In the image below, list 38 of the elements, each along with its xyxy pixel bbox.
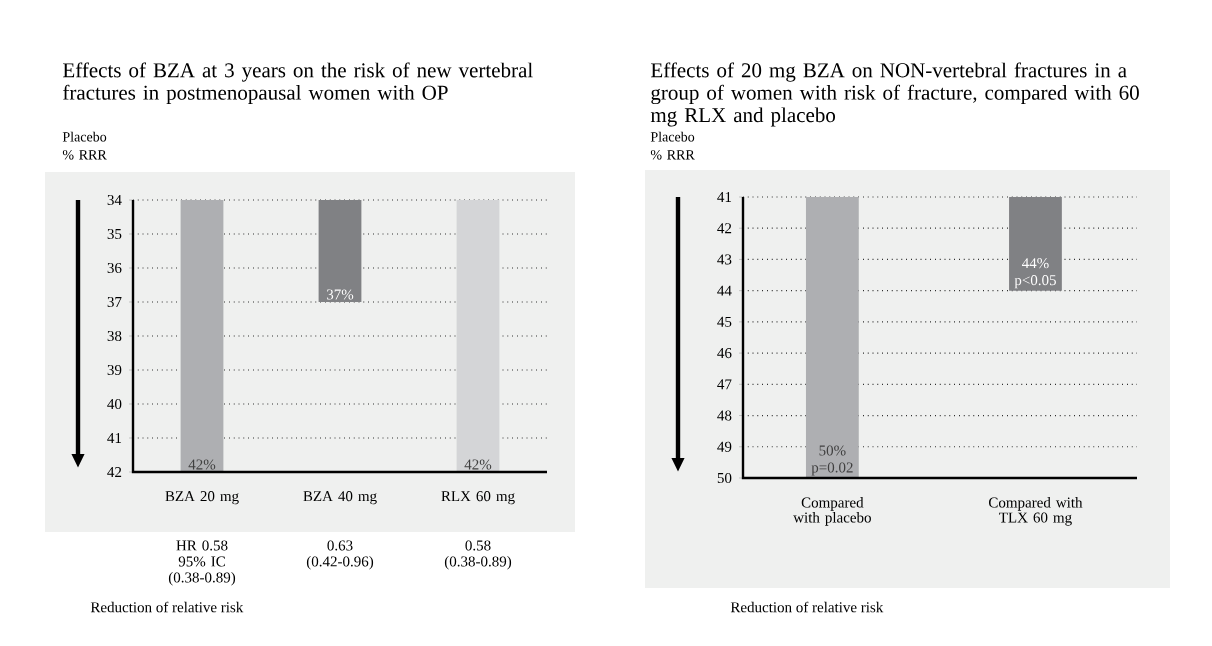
y-tick-label: 44 [717, 285, 732, 296]
text: HR 0.58 95% IC (0.38-0.89) [168, 540, 236, 586]
y-tick-label: 43 [717, 254, 732, 265]
y-tick-label: 49 [717, 441, 732, 452]
y-tick-label: 46 [717, 348, 732, 359]
y-tick-label: 34 [107, 194, 122, 206]
text: Reduction of relative risk [90, 601, 244, 613]
y-tick-label: 45 [717, 316, 732, 327]
x-tick-label: BZA 20 mg [165, 491, 239, 505]
y-tick-label: 40 [107, 398, 122, 410]
text: 0.63 (0.42-0.96) [306, 540, 374, 570]
y-tick-label: 42 [107, 467, 122, 477]
y-tick-label: 48 [717, 410, 732, 421]
y-tick-label: 39 [107, 364, 122, 376]
chart-title: Effects of BZA at 3 years on the risk of new vertebral fractures in postmenopausal women with OP [63, 62, 533, 105]
y-tick-label: 37 [107, 296, 122, 308]
x-tick-label: Compared with placebo [793, 497, 871, 526]
y-axis-title: Placebo % RRR [650, 131, 695, 160]
data-label: 42% [188, 459, 216, 470]
data-label: 50% p=0.02 [811, 445, 853, 476]
data-label: 44% p<0.05 [1014, 258, 1056, 289]
y-tick-label: 35 [107, 228, 122, 240]
data-label: 42% [464, 459, 492, 470]
y-tick-label: 41 [717, 192, 732, 202]
y-tick-label: 41 [107, 433, 122, 443]
x-tick-label: RLX 60 mg [441, 491, 515, 505]
text: Reduction of relative risk [730, 601, 884, 613]
x-tick-label: BZA 40 mg [303, 491, 377, 505]
y-tick-label: 50 [717, 472, 732, 484]
x-tick-label: Compared with TLX 60 mg [989, 497, 1083, 526]
y-tick-label: 47 [717, 379, 732, 390]
y-tick-label: 38 [107, 330, 122, 342]
chart-title: Effects of 20 mg BZA on NON-vertebral fractures in a group of women with risk of fracture, compared with 60 mg RLX and placebo [650, 62, 1139, 127]
y-tick-label: 36 [107, 262, 122, 274]
data-label: 37% [326, 289, 354, 300]
y-tick-label: 42 [717, 223, 732, 234]
text: 0.58 (0.38-0.89) [444, 540, 512, 570]
y-axis-title: Placebo % RRR [62, 131, 107, 160]
